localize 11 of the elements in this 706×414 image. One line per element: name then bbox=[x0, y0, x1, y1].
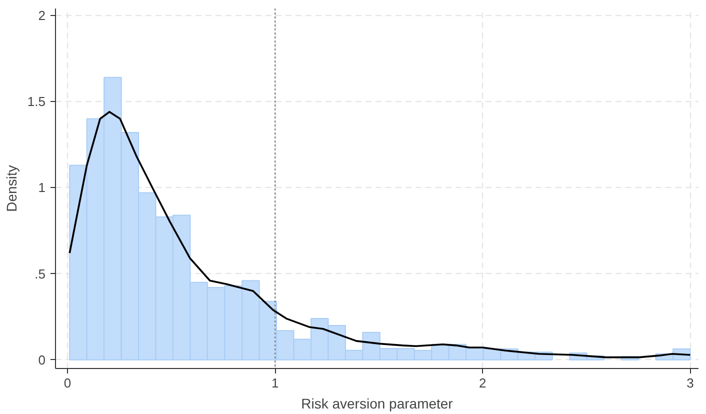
x-axis-title: Risk aversion parameter bbox=[301, 396, 454, 412]
x-tick-label: 3 bbox=[686, 376, 694, 390]
x-tick-label: 0 bbox=[64, 376, 72, 390]
x-tick-label: 2 bbox=[479, 376, 486, 390]
y-axis-title: Density bbox=[3, 165, 20, 212]
y-tick-label: .5 bbox=[34, 266, 46, 282]
x-tick-label: 1 bbox=[271, 376, 279, 390]
y-tick-label: 2 bbox=[38, 8, 46, 23]
y-tick-label: 0 bbox=[38, 352, 46, 368]
y-tick-label: 1.5 bbox=[27, 94, 46, 110]
y-tick-label: 1 bbox=[38, 180, 46, 196]
